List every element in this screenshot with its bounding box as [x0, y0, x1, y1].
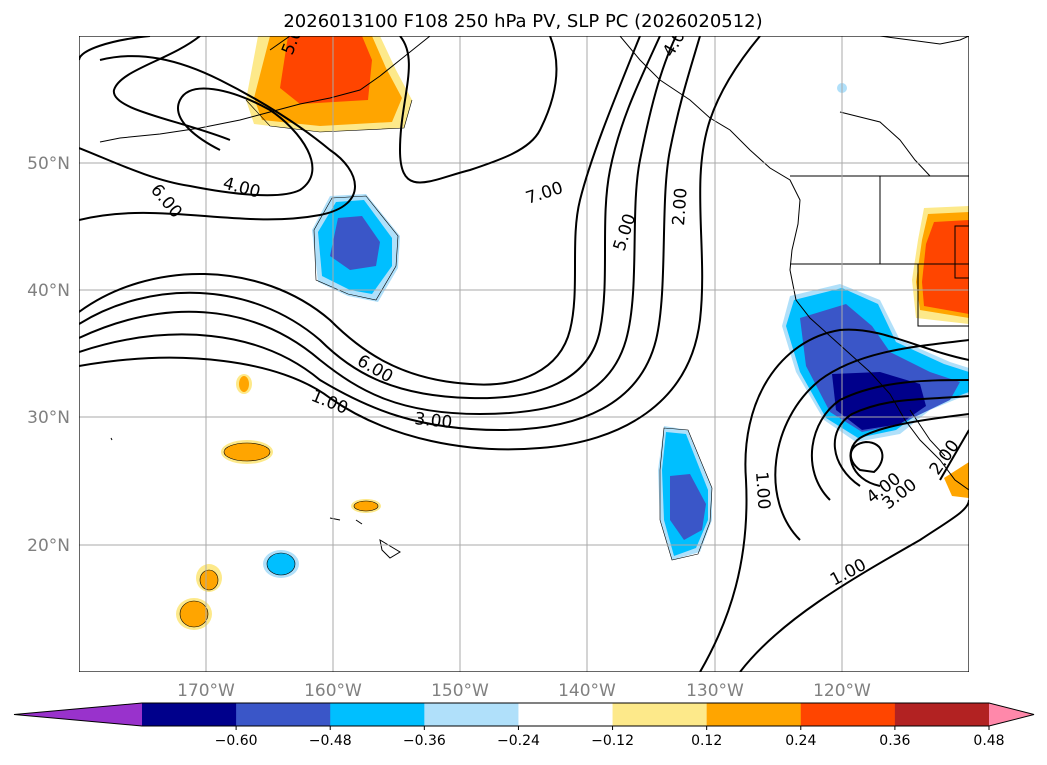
lon-tick-labels: 170°W 160°W 150°W 140°W 130°W 120°W [177, 681, 871, 701]
colorbar-outline [13, 702, 1035, 727]
slp-contour-o [833, 395, 969, 487]
lat-tick: 50°N [27, 154, 70, 174]
colorbar-tick-label: −0.60 [215, 733, 258, 749]
slp-contour-g [79, 36, 677, 416]
lon-tick: 130°W [686, 681, 744, 701]
slp-contour-h [79, 36, 701, 432]
colorbar-tick-label: −0.12 [591, 733, 634, 749]
slp-contour-k [699, 328, 969, 672]
pv-negative-small-1b [266, 552, 296, 576]
lon-tick: 160°W [304, 681, 362, 701]
colorbar-bin [706, 703, 802, 726]
lon-tick: 140°W [558, 681, 616, 701]
pv-positive-small-1b [239, 376, 249, 392]
pv-positive-small-3b [353, 500, 379, 512]
colorbar: −0.60 −0.48 −0.36 −0.24 −0.12 0.12 0.24 0.36 0.4… [13, 702, 1035, 749]
slp-contour-p [849, 413, 969, 487]
contour-label: 3.00 [413, 409, 453, 433]
colorbar-bin [424, 703, 519, 726]
colorbar-bin [142, 703, 237, 726]
slp-contour-e [79, 36, 641, 386]
colorbar-tick-label: −0.36 [403, 733, 446, 749]
pv-negative-blue-3 [670, 474, 706, 540]
colorbar-extend-high [989, 703, 1034, 726]
lat-tick: 30°N [27, 408, 70, 428]
lon-tick: 120°W [813, 681, 871, 701]
border-mexico [909, 409, 946, 457]
pv-zero-contour-2 [313, 195, 399, 301]
colorbar-bin [518, 703, 614, 726]
island-maui [355, 519, 363, 525]
colorbar-tick-label: 0.24 [785, 733, 816, 749]
island-kauai [329, 517, 341, 521]
pv-zero-contour [245, 99, 413, 133]
coastline-alaska-2 [269, 36, 291, 51]
pv-positive-small-5b [179, 600, 209, 628]
colorbar-tick-label: 0.48 [973, 733, 1004, 749]
colorbar-bin [612, 703, 708, 726]
island-tiny [110, 437, 113, 441]
colorbar-extend-low [14, 703, 142, 726]
pv-zero-contour-3 [659, 427, 713, 561]
contour-label: 2.00 [669, 187, 692, 226]
colorbar-bin [800, 703, 896, 726]
gridlines [79, 36, 969, 672]
colorbar-tick-label: −0.48 [309, 733, 352, 749]
slp-contour-b [79, 87, 314, 197]
lat-tick: 40°N [27, 281, 70, 301]
slp-contour-j [398, 36, 558, 184]
colorbar-tick-label: −0.24 [497, 733, 540, 749]
slp-contour-i [79, 36, 761, 451]
lat-tick: 20°N [27, 536, 70, 556]
slp-contour-l [739, 499, 969, 672]
slp-contour-low [850, 440, 884, 474]
slp-contour-d [79, 36, 151, 61]
border-state-3 [917, 264, 969, 327]
lon-tick: 170°W [177, 681, 235, 701]
colorbar-bin [894, 703, 990, 726]
colorbar-tick-label: 0.36 [879, 733, 910, 749]
slp-contour-c [112, 36, 231, 141]
border-state-4 [954, 225, 969, 279]
map-panel: 5.00 4.00 6.00 4.00 7.00 5.00 2.00 6.00 … [79, 36, 969, 672]
pv-positive-small-4b [199, 569, 219, 591]
slp-contour-f [79, 36, 661, 400]
pv-positive-red [280, 36, 372, 104]
figure-title: 2026013100 F108 250 hPa PV, SLP PC (2026… [283, 11, 762, 32]
pv-shading [176, 36, 969, 630]
slp-contour-m [774, 339, 969, 541]
colorbar-bin [236, 703, 331, 726]
coastline-alaska [99, 36, 431, 143]
contour-label: 1.00 [751, 471, 774, 510]
slp-contour-a [79, 55, 356, 221]
slp-contour-n [810, 379, 969, 501]
lon-tick: 150°W [431, 681, 489, 701]
lat-tick-labels: 50°N 40°N 30°N 20°N [27, 154, 70, 556]
slp-contour-q [939, 429, 969, 481]
pv-negative-blue [330, 216, 380, 270]
pv-positive-small-2b [223, 442, 271, 462]
coastline-arctic [879, 36, 969, 45]
colorbar-bin [330, 703, 425, 726]
colorbar-tick-label: 0.12 [691, 733, 722, 749]
slp-contours [79, 36, 969, 672]
pv-positive-small-se [944, 462, 969, 498]
